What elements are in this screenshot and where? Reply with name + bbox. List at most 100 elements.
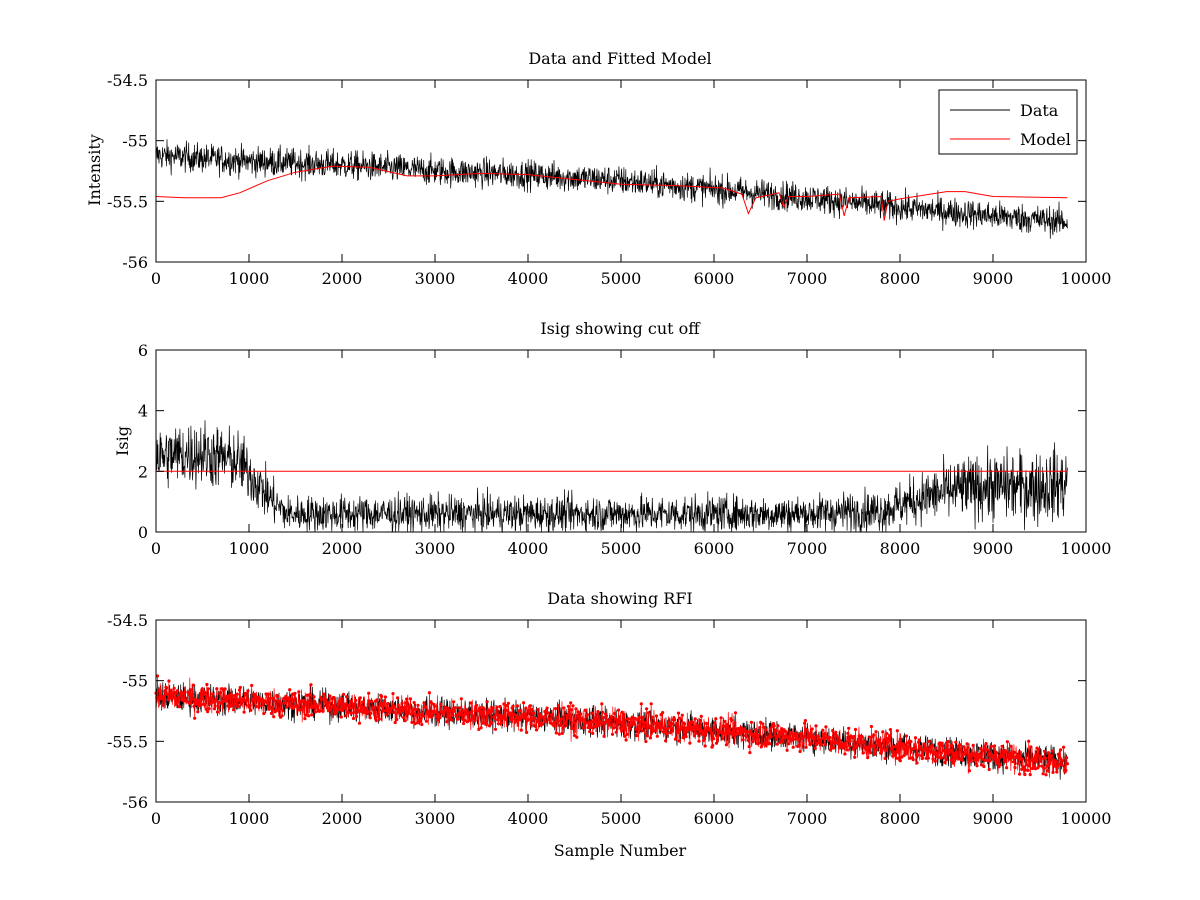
rfi-point [272,698,277,703]
rfi-point [562,706,566,710]
rfi-point [601,710,605,714]
rfi-point [556,715,560,719]
rfi-point [555,718,559,723]
rfi-point [234,696,238,700]
rfi-point [509,717,513,722]
rfi-point [758,726,762,730]
rfi-point [424,719,428,723]
rfi-point [582,726,586,730]
rfi-point [223,687,227,691]
rfi-point [284,694,288,698]
rfi-point [686,725,691,729]
rfi-point [450,713,454,717]
rfi-point [703,744,707,748]
rfi-point [804,745,808,749]
rfi-point [377,717,381,721]
rfi-point [1020,767,1024,772]
rfi-point [525,730,529,735]
rfi-point [191,683,195,687]
rfi-point [537,716,541,721]
rfi-point [1036,747,1041,751]
rfi-point [622,712,626,717]
x-tick-label: 0 [151,539,161,558]
rfi-point [714,741,719,745]
rfi-point [285,705,289,709]
rfi-point [165,686,169,690]
rfi-point [809,741,814,745]
rfi-point [946,739,950,744]
x-tick-label: 7000 [787,809,828,828]
legend-model-label: Model [1020,130,1071,149]
series-isig-trace [155,420,1068,534]
rfi-point [601,715,605,720]
rfi-point [1027,739,1031,743]
rfi-point [609,715,613,720]
rfi-point [394,707,398,711]
rfi-point [884,748,888,752]
x-tick-label: 6000 [694,539,735,558]
rfi-point [566,716,570,720]
rfi-point [299,708,303,712]
rfi-point [241,699,245,704]
rfi-point [848,739,852,743]
rfi-point [464,711,468,715]
rfi-point [489,710,493,714]
rfi-point [197,699,201,703]
rfi-point [865,748,869,752]
rfi-point [764,728,768,732]
legend: Data Model [938,89,1078,155]
rfi-point [301,704,305,709]
rfi-point [724,743,729,747]
rfi-point [269,711,273,715]
rfi-point [455,717,460,721]
rfi-point [204,707,208,711]
rfi-point [709,731,713,736]
rfi-point [307,693,311,697]
rfi-point [553,721,557,725]
rfi-point [231,708,236,712]
rfi-point [866,756,870,760]
rfi-point [393,720,397,725]
rfi-point [853,755,857,759]
rfi-point [803,719,808,723]
rfi-point [888,728,893,732]
x-tick-label: 10000 [1061,539,1112,558]
rfi-point [901,742,905,746]
rfi-point [637,715,641,720]
rfi-point [343,706,347,710]
rfi-point [161,703,165,707]
rfi-point [235,692,239,696]
rfi-point [980,757,984,761]
rfi-point [351,716,356,721]
rfi-point [236,704,240,708]
rfi-point [1061,759,1065,763]
rfi-point [781,740,785,744]
rfi-point [648,726,652,730]
rfi-point [791,745,795,749]
rfi-point [967,769,972,773]
rfi-point [615,718,619,722]
subplot-3-title: Data showing RFI [547,589,692,608]
rfi-point [453,706,457,710]
rfi-point [597,724,601,728]
rfi-point [1016,761,1020,766]
rfi-point [328,694,332,698]
rfi-point [923,742,927,747]
rfi-point [696,727,700,731]
rfi-point [590,711,594,715]
rfi-point [266,701,270,705]
rfi-point [834,730,838,735]
rfi-point [502,702,506,706]
rfi-point [797,743,801,747]
rfi-point [1008,756,1012,761]
rfi-point [390,705,394,709]
rfi-point [695,724,700,728]
rfi-point [798,749,802,754]
rfi-point [882,738,887,742]
y-tick-label: 0 [138,523,148,542]
rfi-point [239,702,243,706]
rfi-point [202,689,206,694]
rfi-point [1050,749,1054,753]
rfi-point [822,732,827,736]
rfi-point [203,702,207,707]
